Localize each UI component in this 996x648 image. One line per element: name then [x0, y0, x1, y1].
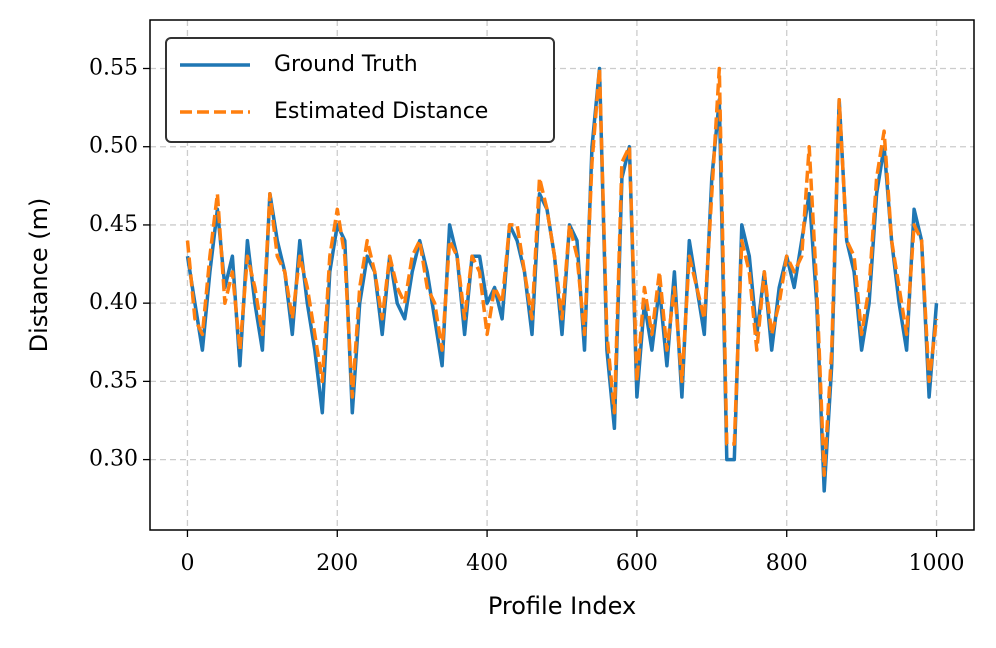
legend-label: Estimated Distance: [274, 99, 488, 124]
legend-label: Ground Truth: [274, 52, 418, 77]
y-tick-label: 0.30: [89, 447, 138, 472]
plot-frame: [149, 19, 975, 531]
x-tick-label: 200: [316, 551, 358, 576]
y-tick-label: 0.40: [89, 290, 138, 315]
y-tick-label: 0.45: [89, 212, 138, 237]
legend-box: [165, 37, 555, 143]
y-axis-label: Distance (m): [25, 198, 53, 353]
line-series: [185, 66, 939, 477]
x-axis-label: Profile Index: [488, 592, 636, 620]
x-tick-label: 600: [616, 551, 658, 576]
x-tick-label: 400: [466, 551, 508, 576]
y-tick-label: 0.35: [89, 368, 138, 393]
x-tick-label: 0: [180, 551, 194, 576]
y-tick-label: 0.50: [89, 134, 138, 159]
legend: Ground Truth Estimated Distance: [165, 37, 555, 143]
line-series: [185, 66, 939, 493]
y-tick-label: 0.55: [89, 55, 138, 80]
x-tick-label: 800: [766, 551, 808, 576]
x-tick-label: 1000: [909, 551, 965, 576]
